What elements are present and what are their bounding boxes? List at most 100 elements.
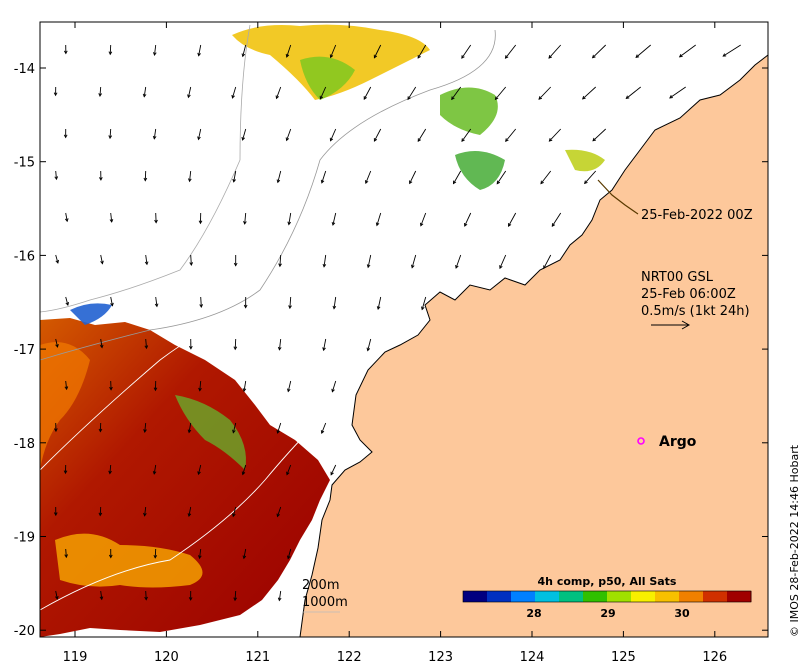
sst-patch-coast — [565, 149, 605, 172]
current-arrow — [241, 464, 247, 476]
current-arrow — [144, 338, 149, 350]
current-arrow — [320, 170, 327, 184]
isobath-white-1 — [40, 319, 231, 471]
x-tick-label: 126 — [702, 650, 727, 665]
current-arrow — [53, 506, 58, 517]
sst-plume — [55, 533, 203, 588]
current-arrow — [144, 590, 148, 601]
x-tick-label: 123 — [428, 650, 453, 665]
x-axis: 119 120 121 122 123 124 125 126 — [63, 22, 727, 665]
current-arrow — [285, 128, 292, 142]
current-arrow — [152, 464, 157, 475]
current-arrow — [417, 44, 427, 59]
current-arrow — [98, 422, 103, 433]
current-arrow — [278, 254, 282, 268]
current-arrow — [276, 506, 282, 518]
current-arrow — [411, 254, 417, 269]
sst-cold-patch — [70, 303, 112, 325]
current-arrow — [243, 296, 248, 309]
current-arrow — [288, 296, 292, 310]
current-arrow — [197, 464, 202, 476]
current-arrow — [277, 590, 282, 602]
current-arrow — [63, 44, 68, 55]
current-arrow — [540, 170, 552, 185]
current-arrow — [548, 128, 562, 142]
current-arrow — [451, 86, 462, 101]
current-arrow — [187, 506, 192, 518]
current-arrow — [330, 464, 337, 476]
current-arrow — [55, 338, 59, 348]
colorbar-tick-28: 28 — [526, 607, 541, 620]
current-scale-label: 0.5m/s (1kt 24h) — [641, 304, 750, 319]
current-arrow — [189, 338, 193, 350]
current-arrow — [320, 422, 327, 435]
current-arrow — [277, 338, 282, 351]
current-arrow — [64, 548, 68, 559]
current-arrow — [241, 128, 247, 141]
current-arrow — [461, 44, 472, 59]
current-arrow — [55, 590, 59, 600]
isobath-1000m-label: 1000m — [302, 595, 348, 610]
current-arrow — [232, 506, 237, 518]
colorbar-swatch — [727, 591, 752, 602]
current-arrow — [143, 170, 148, 182]
current-arrow — [635, 44, 652, 58]
colorbar-swatch — [703, 591, 728, 602]
current-arrow — [98, 86, 102, 97]
colorbar — [463, 591, 752, 602]
current-arrow — [504, 44, 517, 59]
colorbar-frame — [462, 590, 752, 603]
current-arrow — [197, 44, 202, 57]
current-arrow — [538, 86, 552, 100]
current-arrow — [187, 170, 192, 183]
current-arrow — [364, 170, 372, 185]
current-arrow — [722, 44, 741, 57]
current-arrow — [287, 380, 292, 393]
current-arrow — [187, 86, 192, 99]
current-arrow — [108, 44, 113, 56]
current-arrow — [98, 506, 103, 517]
colorbar-swatch — [631, 591, 656, 602]
current-arrow — [366, 254, 372, 269]
current-arrow — [419, 212, 427, 227]
current-arrow — [508, 212, 517, 227]
track-date-label: 25-Feb-2022 00Z — [641, 208, 753, 223]
colorbar-swatch — [655, 591, 680, 602]
land-mass — [300, 22, 768, 637]
current-arrow — [233, 254, 238, 267]
current-arrow — [464, 212, 472, 227]
x-tick-label: 125 — [611, 650, 636, 665]
current-product-label: NRT00 GSL — [641, 270, 714, 285]
current-arrow — [592, 128, 607, 142]
current-arrow — [548, 44, 562, 59]
current-arrow — [243, 212, 247, 225]
current-arrow — [455, 254, 462, 269]
current-arrow — [153, 380, 158, 392]
current-arrow — [584, 170, 597, 185]
current-arrow — [63, 464, 68, 475]
current-arrow — [276, 170, 282, 184]
current-arrow — [417, 128, 427, 143]
current-arrow — [285, 44, 292, 58]
current-arrow — [144, 254, 149, 266]
y-tick-label: -16 — [14, 249, 35, 264]
argo-marker — [637, 437, 645, 445]
current-arrow — [110, 296, 114, 307]
current-arrow — [233, 590, 238, 602]
current-arrow — [199, 296, 204, 308]
current-arrow — [363, 86, 372, 100]
y-tick-label: -18 — [14, 437, 35, 452]
current-arrow — [198, 380, 202, 392]
current-arrow — [109, 380, 113, 391]
sst-patch-mid — [455, 151, 505, 190]
current-arrow — [64, 212, 69, 223]
current-arrow — [154, 296, 159, 308]
colorbar-swatch — [463, 591, 488, 602]
current-arrow — [329, 44, 337, 59]
colorbar-swatch — [535, 591, 560, 602]
current-arrow — [55, 254, 60, 264]
colorbar-swatch — [559, 591, 584, 602]
current-arrow — [54, 170, 59, 181]
scale-arrow — [651, 320, 691, 330]
current-arrow — [505, 128, 517, 142]
